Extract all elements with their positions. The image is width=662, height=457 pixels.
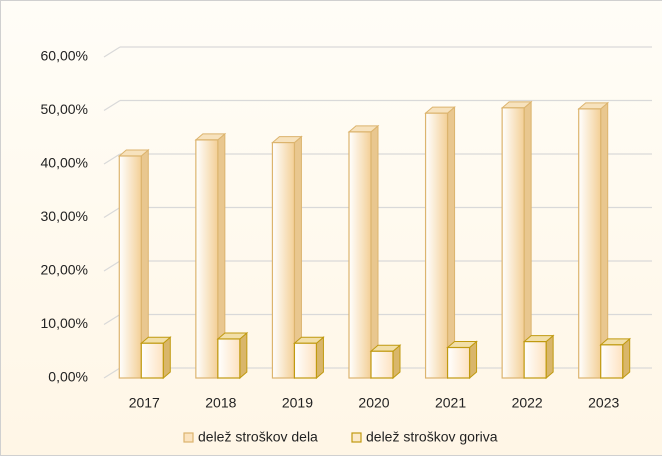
- bar-front: [446, 346, 471, 379]
- grid-segment: [103, 206, 121, 219]
- grid-line: [103, 46, 652, 58]
- bar: [446, 340, 478, 380]
- bar-front: [600, 344, 624, 379]
- bar: [271, 135, 303, 380]
- bar-front: [293, 342, 318, 379]
- grid-segment: [103, 153, 121, 165]
- grid-line: [103, 99, 652, 112]
- bar: [194, 132, 227, 380]
- y-tick-label: 10,00%: [41, 315, 88, 331]
- bar: [522, 334, 555, 380]
- y-tick-label: 40,00%: [41, 155, 88, 171]
- y-tick-label: 60,00%: [41, 48, 88, 64]
- grid-segment: [103, 260, 121, 272]
- bar: [139, 336, 172, 380]
- grid-segment: [103, 46, 121, 58]
- bar: [599, 337, 632, 380]
- bar-front: [523, 341, 547, 379]
- bar-side: [239, 331, 248, 380]
- bar-front: [118, 155, 142, 379]
- grid-segment: [103, 367, 121, 379]
- legend-swatch: [183, 432, 194, 443]
- bar-front: [271, 142, 296, 379]
- bar: [577, 101, 610, 380]
- bar-front: [195, 139, 219, 379]
- bar-side: [370, 124, 379, 380]
- bar-side: [315, 336, 324, 380]
- legend-label: delež stroškov dela: [198, 429, 318, 445]
- x-tick-label: 2022: [512, 395, 543, 411]
- grid-segment: [103, 99, 121, 112]
- bar-side: [447, 106, 456, 380]
- y-tick-label: 50,00%: [41, 101, 88, 117]
- bar-side: [545, 334, 554, 380]
- bar-front: [217, 338, 241, 379]
- x-tick-label: 2017: [129, 395, 160, 411]
- bar-front: [578, 108, 602, 379]
- legend-label: delež stroškov goriva: [366, 429, 498, 445]
- bar: [117, 148, 150, 380]
- bar: [369, 344, 402, 380]
- bar-front: [348, 131, 372, 379]
- bar: [293, 336, 325, 380]
- bar-side: [600, 101, 609, 380]
- bar: [216, 331, 249, 380]
- x-tick-label: 2020: [358, 395, 389, 411]
- x-tick-label: 2019: [282, 395, 313, 411]
- bar: [500, 100, 533, 380]
- x-tick-label: 2018: [205, 395, 236, 411]
- bar-front: [424, 112, 449, 379]
- bar: [347, 124, 380, 380]
- x-tick-label: 2023: [588, 395, 619, 411]
- bar-side: [162, 336, 171, 380]
- legend-swatch: [351, 432, 362, 443]
- bar-front: [370, 350, 394, 379]
- bar-front: [501, 107, 525, 379]
- y-tick-label: 0,00%: [48, 369, 88, 385]
- grid-segment: [103, 313, 121, 326]
- bar-front: [140, 342, 164, 379]
- y-tick-label: 20,00%: [41, 262, 88, 278]
- bar: [424, 106, 456, 380]
- bar-side: [622, 337, 631, 380]
- y-tick-label: 30,00%: [41, 208, 88, 224]
- x-tick-label: 2021: [435, 395, 466, 411]
